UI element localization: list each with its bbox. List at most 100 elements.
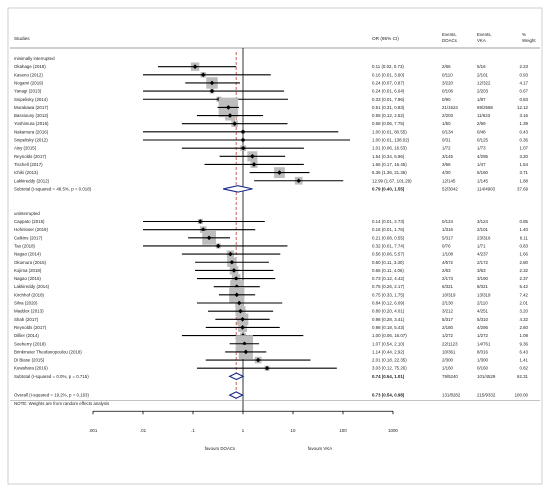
events-vka: 215/9332 bbox=[477, 393, 496, 398]
study-or-ci: 0.11 (0.02, 0.73) bbox=[372, 64, 404, 69]
overall-label: Overall (I-squared = 19.2%, p = 0.163) bbox=[14, 393, 89, 398]
events-doac: 22/1123 bbox=[442, 341, 458, 346]
subtotal-diamond bbox=[228, 372, 245, 381]
events-doac: 1/316 bbox=[442, 227, 454, 232]
study-name: Reynolds (2017) bbox=[14, 325, 47, 330]
study-or-ci: 0.33 (0.01, 7.96) bbox=[372, 97, 405, 102]
study-name: Yoshimura (2016) bbox=[14, 121, 49, 126]
weight: 12.12 bbox=[517, 105, 529, 110]
point-estimate bbox=[250, 154, 255, 159]
events-vka: 5/160 bbox=[477, 170, 489, 175]
study-or-ci: 0.56 (0.06, 5.57) bbox=[372, 252, 405, 257]
events-doac: 0/124 bbox=[442, 219, 454, 224]
favours-vka-label: favours VKA bbox=[308, 446, 332, 451]
weight: 3.20 bbox=[519, 309, 528, 314]
events-doac: 10/319 bbox=[442, 292, 456, 297]
weight: 0.85 bbox=[519, 219, 528, 224]
events-vka: 101/4529 bbox=[477, 374, 496, 379]
weight: 37.69 bbox=[517, 186, 529, 191]
study-or-ci: 0.73 (0.12, 4.42) bbox=[372, 276, 405, 281]
study-or-ci: 0.14 (0.01, 2.73) bbox=[372, 219, 405, 224]
study-name: Maddox (2013) bbox=[14, 309, 44, 314]
events-vka: 5/310 bbox=[477, 317, 489, 322]
weight: 0.43 bbox=[519, 129, 528, 134]
overall-or-ci: 0.73 (0.54, 0.98) bbox=[372, 393, 405, 398]
study-name: Aisy (2015) bbox=[14, 146, 37, 151]
subtotal-or-ci: 0.79 (0.40, 1.55) bbox=[372, 186, 405, 191]
favours-doacs-label: favours DOACs bbox=[205, 446, 236, 451]
events-doac: 52/3042 bbox=[442, 186, 458, 191]
header-events-vka-sub: VKA bbox=[477, 38, 486, 43]
events-doac: 3/66 bbox=[442, 162, 451, 167]
study-name: Tao (2018) bbox=[14, 243, 36, 248]
weight: 3.16 bbox=[519, 113, 528, 118]
header-events-vka: Events, bbox=[477, 32, 492, 37]
events-doac: 5/317 bbox=[442, 235, 454, 240]
events-vka: 1/145 bbox=[477, 178, 489, 183]
study-or-ci: 0.75 (0.33, 1.75) bbox=[372, 292, 405, 297]
events-vka: 23/316 bbox=[477, 235, 491, 240]
events-vka: 8/321 bbox=[477, 284, 489, 289]
point-estimate bbox=[231, 268, 237, 273]
study-name: Kirchhof (2018) bbox=[14, 292, 45, 297]
study-or-ci: 0.24 (0.07, 0.87) bbox=[372, 80, 405, 85]
weight: 6.11 bbox=[520, 235, 529, 240]
events-vka: 4/251 bbox=[477, 309, 489, 314]
study-name: Bassiouny (2013) bbox=[14, 113, 49, 118]
study-name: Nagao (2015) bbox=[14, 276, 41, 281]
x-tick-label: 1000 bbox=[388, 428, 398, 433]
weight: 6.43 bbox=[519, 349, 528, 354]
weight: 5.42 bbox=[519, 284, 528, 289]
weight: 1.08 bbox=[519, 333, 528, 338]
subtotal-label: Subtotal (I-squared = 48.5%, p = 0.018) bbox=[14, 186, 92, 191]
study-or-ci: 0.75 (0.26, 2.17) bbox=[372, 284, 405, 289]
events-doac: 5/317 bbox=[442, 317, 454, 322]
study-or-ci: 0.55 (0.12, 2.52) bbox=[372, 113, 405, 118]
weight: 3.71 bbox=[519, 170, 528, 175]
events-doac: 0/31 bbox=[442, 138, 451, 143]
study-or-ci: 0.16 (0.01, 1.76) bbox=[372, 227, 405, 232]
study-or-ci: 1.00 (0.01, 138.02) bbox=[372, 138, 410, 143]
study-name: Nagao (2014) bbox=[14, 252, 41, 257]
events-vka: 13/319 bbox=[477, 292, 491, 297]
events-vka: 3/63 bbox=[477, 268, 486, 273]
weight: 3.20 bbox=[519, 154, 528, 159]
weight: 2.60 bbox=[519, 325, 528, 330]
study-name: Yanagi (2013) bbox=[14, 89, 42, 94]
study-name: Okahage (2018) bbox=[14, 64, 46, 69]
point-estimate bbox=[209, 88, 215, 94]
events-doac: 4/572 bbox=[442, 260, 454, 265]
study-name: Nogami (2019) bbox=[14, 80, 44, 85]
weight: 0.36 bbox=[519, 138, 528, 143]
point-estimate bbox=[277, 170, 282, 175]
header-weight: Weight bbox=[522, 38, 536, 43]
events-vka: 1/272 bbox=[477, 333, 489, 338]
study-name: Nakamura (2016) bbox=[14, 129, 49, 134]
weight: 2.37 bbox=[519, 276, 528, 281]
events-doac: 2/203 bbox=[442, 113, 454, 118]
study-name: Reynolds (2017) bbox=[14, 154, 47, 159]
point-estimate bbox=[215, 243, 221, 249]
events-doac: 0/90 bbox=[442, 97, 451, 102]
study-or-ci: 2.01 (0.18, 22.35) bbox=[372, 358, 407, 363]
events-doac: 3/220 bbox=[442, 80, 454, 85]
point-estimate bbox=[242, 341, 247, 347]
events-vka: 4/237 bbox=[477, 252, 489, 257]
point-estimate bbox=[200, 72, 206, 78]
events-vka: 12/322 bbox=[477, 80, 491, 85]
events-doac: 131/8282 bbox=[442, 393, 461, 398]
point-estimate bbox=[240, 137, 246, 143]
events-vka: 2/203 bbox=[477, 89, 489, 94]
x-tick-label: 1 bbox=[242, 428, 245, 433]
events-vka: 3/190 bbox=[477, 276, 489, 281]
point-estimate bbox=[240, 325, 245, 330]
events-doac: 79/5240 bbox=[442, 374, 458, 379]
study-name: Snipelisky (2012) bbox=[14, 138, 48, 143]
weight: 7.42 bbox=[519, 292, 528, 297]
events-vka: 2/101 bbox=[477, 72, 489, 77]
weight: 1.66 bbox=[519, 252, 528, 257]
study-name: Kojima (2018) bbox=[14, 268, 42, 273]
weight: 1.07 bbox=[519, 146, 528, 151]
study-name: Calkins (2017) bbox=[14, 235, 43, 240]
events-vka: 1/87 bbox=[477, 97, 486, 102]
